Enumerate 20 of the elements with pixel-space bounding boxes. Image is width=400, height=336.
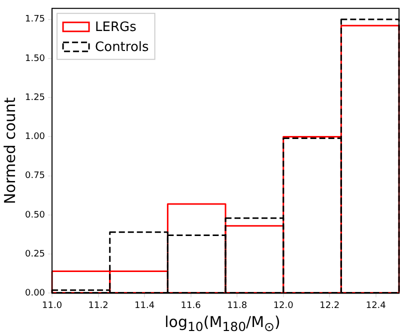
y-axis-title: Normed count bbox=[0, 97, 19, 204]
y-tick-label: 0.75 bbox=[24, 171, 46, 182]
x-tick-label: 12.4 bbox=[366, 300, 386, 311]
y-tick-label: 0.50 bbox=[24, 210, 46, 220]
x-tick-label: 11.0 bbox=[42, 300, 62, 311]
y-tick-label: 1.25 bbox=[24, 92, 46, 103]
legend-label: Controls bbox=[95, 40, 150, 55]
x-tick-label: 11.4 bbox=[134, 300, 155, 311]
y-tick-label: 1.00 bbox=[24, 132, 46, 142]
y-tick-label: 0.25 bbox=[24, 249, 46, 260]
x-tick-label: 12.2 bbox=[320, 300, 340, 311]
legend-label: LERGs bbox=[95, 20, 137, 35]
y-tick-label: 1.75 bbox=[24, 14, 46, 25]
y-tick-label: 0.00 bbox=[24, 288, 46, 299]
x-tick-label: 12.0 bbox=[273, 300, 294, 311]
x-tick-label: 11.2 bbox=[88, 300, 108, 311]
x-tick-label: 11.6 bbox=[180, 300, 202, 311]
x-tick-label: 11.8 bbox=[227, 300, 248, 311]
x-axis-title: log$_{10}$(M$_{180}$/M$_{⊙}$) bbox=[164, 312, 282, 336]
y-tick-label: 1.50 bbox=[24, 54, 46, 64]
